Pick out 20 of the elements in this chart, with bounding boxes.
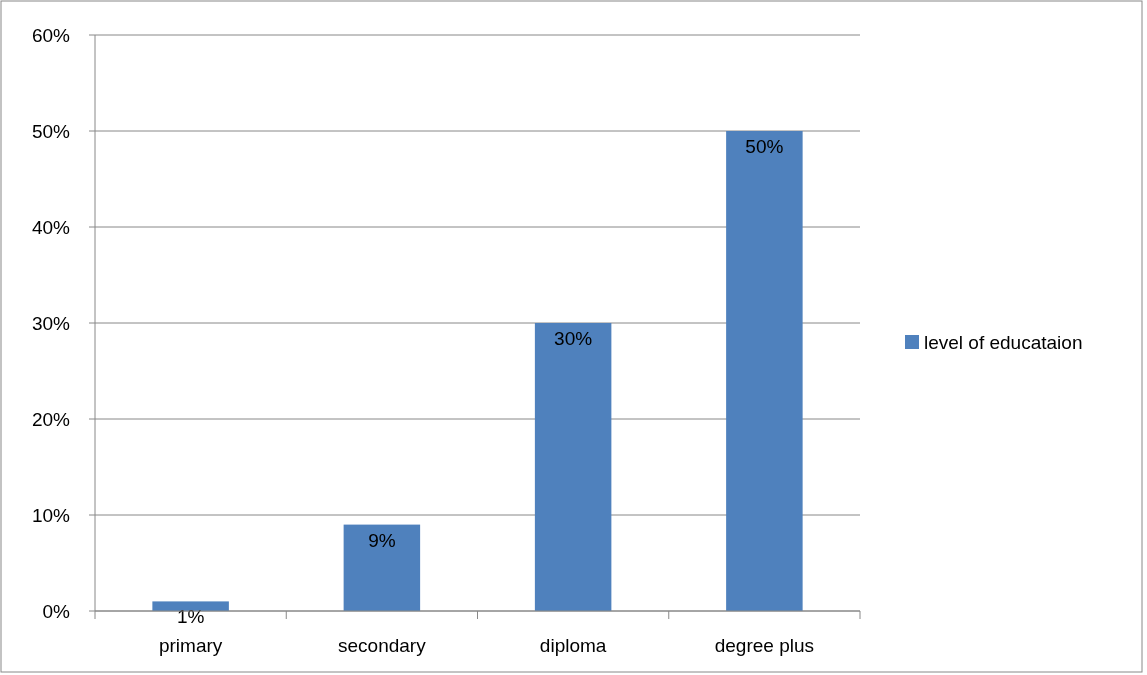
bar bbox=[343, 524, 421, 611]
data-label: 30% bbox=[554, 328, 593, 349]
x-tick-label: primary bbox=[158, 635, 223, 656]
data-label: 50% bbox=[745, 136, 784, 157]
y-tick-label: 40% bbox=[31, 216, 71, 238]
legend-label: level of educataion bbox=[924, 331, 1083, 353]
x-tick-label: degree plus bbox=[714, 635, 815, 656]
y-tick-label: 30% bbox=[31, 312, 71, 334]
y-tick-label: 20% bbox=[31, 408, 71, 430]
bar bbox=[152, 601, 229, 611]
x-tick-label: secondary bbox=[338, 635, 427, 656]
y-tick-label: 50% bbox=[31, 120, 71, 142]
x-tick-label: diploma bbox=[539, 635, 607, 656]
bar bbox=[534, 323, 612, 611]
y-tick-label: 60% bbox=[31, 24, 71, 46]
y-tick-label: 0% bbox=[42, 600, 71, 622]
data-label: 1% bbox=[176, 606, 205, 628]
data-label: 9% bbox=[368, 529, 396, 551]
bar bbox=[726, 131, 803, 611]
y-tick-label: 10% bbox=[31, 504, 71, 526]
